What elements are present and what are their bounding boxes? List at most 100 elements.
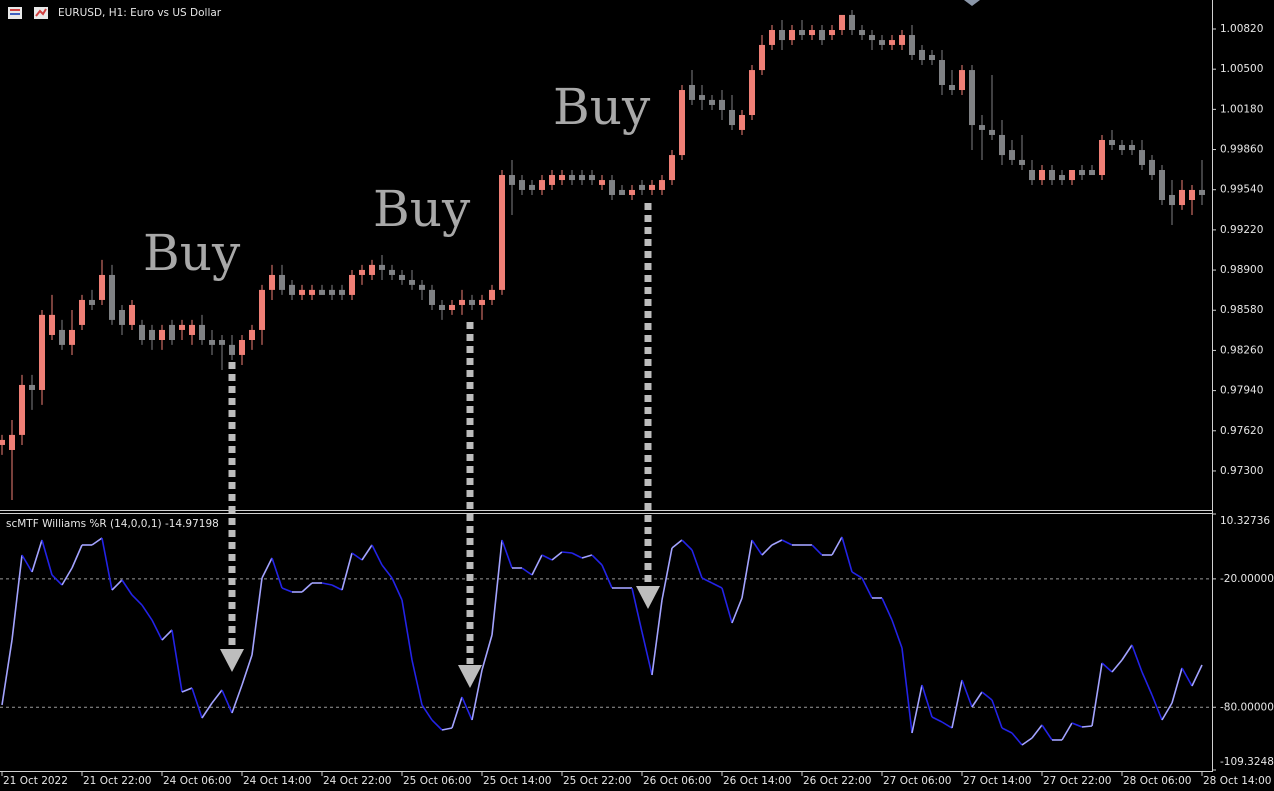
candle-body [139, 324, 145, 340]
indicator-segment [351, 552, 363, 561]
candle-body [1199, 189, 1205, 195]
indicator-segment [961, 679, 973, 708]
candle-body [789, 30, 795, 41]
indicator-segment [1121, 644, 1133, 661]
indicator-segment [71, 544, 83, 569]
candle-body [579, 175, 585, 181]
candle-body [889, 40, 895, 45]
candle-body [719, 99, 725, 110]
y-tick-label: -20.00000 [1220, 573, 1274, 585]
indicator-segment [971, 691, 983, 708]
indicator-segment [161, 629, 173, 641]
indicator-segment [1141, 671, 1153, 696]
indicator-segment [601, 564, 613, 589]
candle-body [539, 180, 545, 190]
candle-body [589, 175, 595, 181]
indicator-segment [131, 594, 143, 606]
candle-body [479, 299, 485, 305]
indicator-segment [371, 544, 383, 566]
candle-body [669, 155, 675, 181]
candle-body [779, 30, 785, 41]
indicator-segment [1031, 724, 1043, 739]
candle-body [359, 269, 365, 275]
candle-body [569, 175, 575, 181]
candle-body [99, 274, 105, 300]
indicator-segment [1021, 737, 1033, 746]
y-tick-label: 0.99220 [1220, 224, 1263, 236]
indicator-segment [191, 687, 203, 719]
indicator-segment [321, 582, 333, 586]
candle-body [1139, 150, 1145, 165]
indicator-segment [421, 704, 433, 721]
indicator-segment [841, 536, 853, 573]
indicator-segment [1161, 702, 1173, 721]
indicator-segment [141, 604, 153, 621]
symbol-icons [8, 7, 48, 19]
candle-body [1179, 189, 1185, 206]
indicator-segment [1081, 725, 1093, 728]
candle-body [769, 30, 775, 45]
candle-body [209, 340, 215, 345]
x-tick-label: 26 Oct 06:00 [643, 775, 711, 787]
arrows [220, 0, 980, 688]
candle-body [299, 289, 305, 295]
indicator-segment [501, 539, 513, 569]
x-tick-label: 24 Oct 22:00 [323, 775, 391, 787]
indicator-segment [991, 699, 1003, 729]
indicator-segment [401, 599, 413, 661]
y-tick-label: -109.32484 [1220, 756, 1274, 768]
indicator-segment [441, 727, 453, 731]
candle-body [839, 14, 845, 31]
indicator-segment [1191, 664, 1203, 687]
candle-body [1099, 139, 1105, 176]
indicator-segment [531, 554, 543, 576]
indicator-segment [391, 577, 403, 601]
indicator-segment [181, 687, 193, 693]
candle-body [499, 175, 505, 290]
indicator-segment [491, 539, 503, 636]
candle-body [879, 40, 885, 45]
candle-body [1079, 170, 1085, 176]
indicator-segment [451, 696, 463, 729]
indicator-segment [1011, 732, 1023, 746]
indicator-segment [651, 599, 663, 676]
indicator-segment [231, 684, 243, 714]
candle-body [1169, 194, 1175, 206]
candle-body [979, 125, 985, 130]
y-tick-label: 1.00180 [1220, 103, 1263, 115]
indicator-segment [881, 597, 893, 621]
indicator-segment [331, 584, 343, 591]
y-tick-label: 0.97940 [1220, 385, 1263, 397]
candle-body [389, 269, 395, 275]
candle-body [199, 324, 205, 340]
indicator-segment [41, 539, 53, 576]
x-tick-label: 24 Oct 06:00 [163, 775, 231, 787]
indicator-segment [761, 544, 773, 556]
icon [10, 9, 20, 11]
candle-body [1129, 145, 1135, 151]
candle-body [519, 180, 525, 190]
candle-body [1049, 170, 1055, 181]
candle-body [609, 180, 615, 195]
candle-body [909, 35, 915, 55]
x-tick-label: 25 Oct 22:00 [563, 775, 631, 787]
candle-body [429, 289, 435, 305]
indicator-segment [541, 554, 553, 561]
candle-body [379, 264, 385, 270]
candle-body [219, 340, 225, 345]
x-tick-label: 21 Oct 22:00 [83, 775, 151, 787]
candle-body [709, 99, 715, 105]
arrow-head [458, 665, 482, 688]
y-tick-label: 0.98900 [1220, 264, 1263, 276]
candle-body [1159, 170, 1165, 201]
x-tick-label: 25 Oct 14:00 [483, 775, 551, 787]
candle-body [189, 324, 195, 335]
marker [964, 0, 980, 6]
candle-body [949, 85, 955, 91]
candle-body [489, 289, 495, 300]
indicator-segment [831, 536, 843, 556]
indicator-segment [931, 716, 943, 723]
candle-body [79, 299, 85, 325]
candle-body [259, 289, 265, 330]
